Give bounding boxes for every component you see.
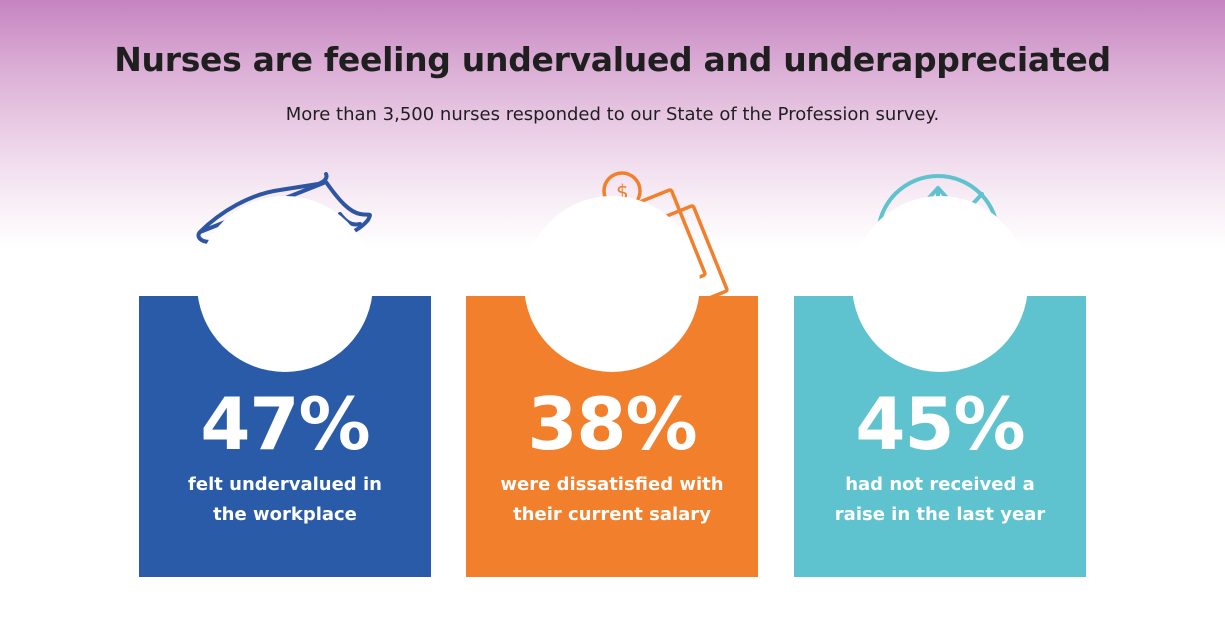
page-subtitle: More than 3,500 nurses responded to our … <box>285 104 940 125</box>
stat-description: felt undervalued in the workplace <box>188 474 382 525</box>
stat-value: 38% <box>527 382 697 466</box>
stat-card-raise: 45% had not received a raise in the last… <box>794 196 1086 577</box>
card-icon-notch <box>197 196 373 372</box>
card-icon-notch <box>524 196 700 372</box>
stat-value: 47% <box>200 382 370 466</box>
stat-description: were dissatisfied with their current sal… <box>500 474 724 525</box>
stat-description: had not received a raise in the last yea… <box>834 474 1046 525</box>
page-title: Nurses are feeling undervalued and under… <box>114 40 1111 79</box>
stat-card-salary: 38% were dissatisfied with their current… <box>466 196 758 577</box>
card-icon-notch <box>852 196 1028 372</box>
stat-card-undervalued: 47% felt undervalued in the workplace <box>139 196 431 577</box>
stat-value: 45% <box>855 382 1025 466</box>
